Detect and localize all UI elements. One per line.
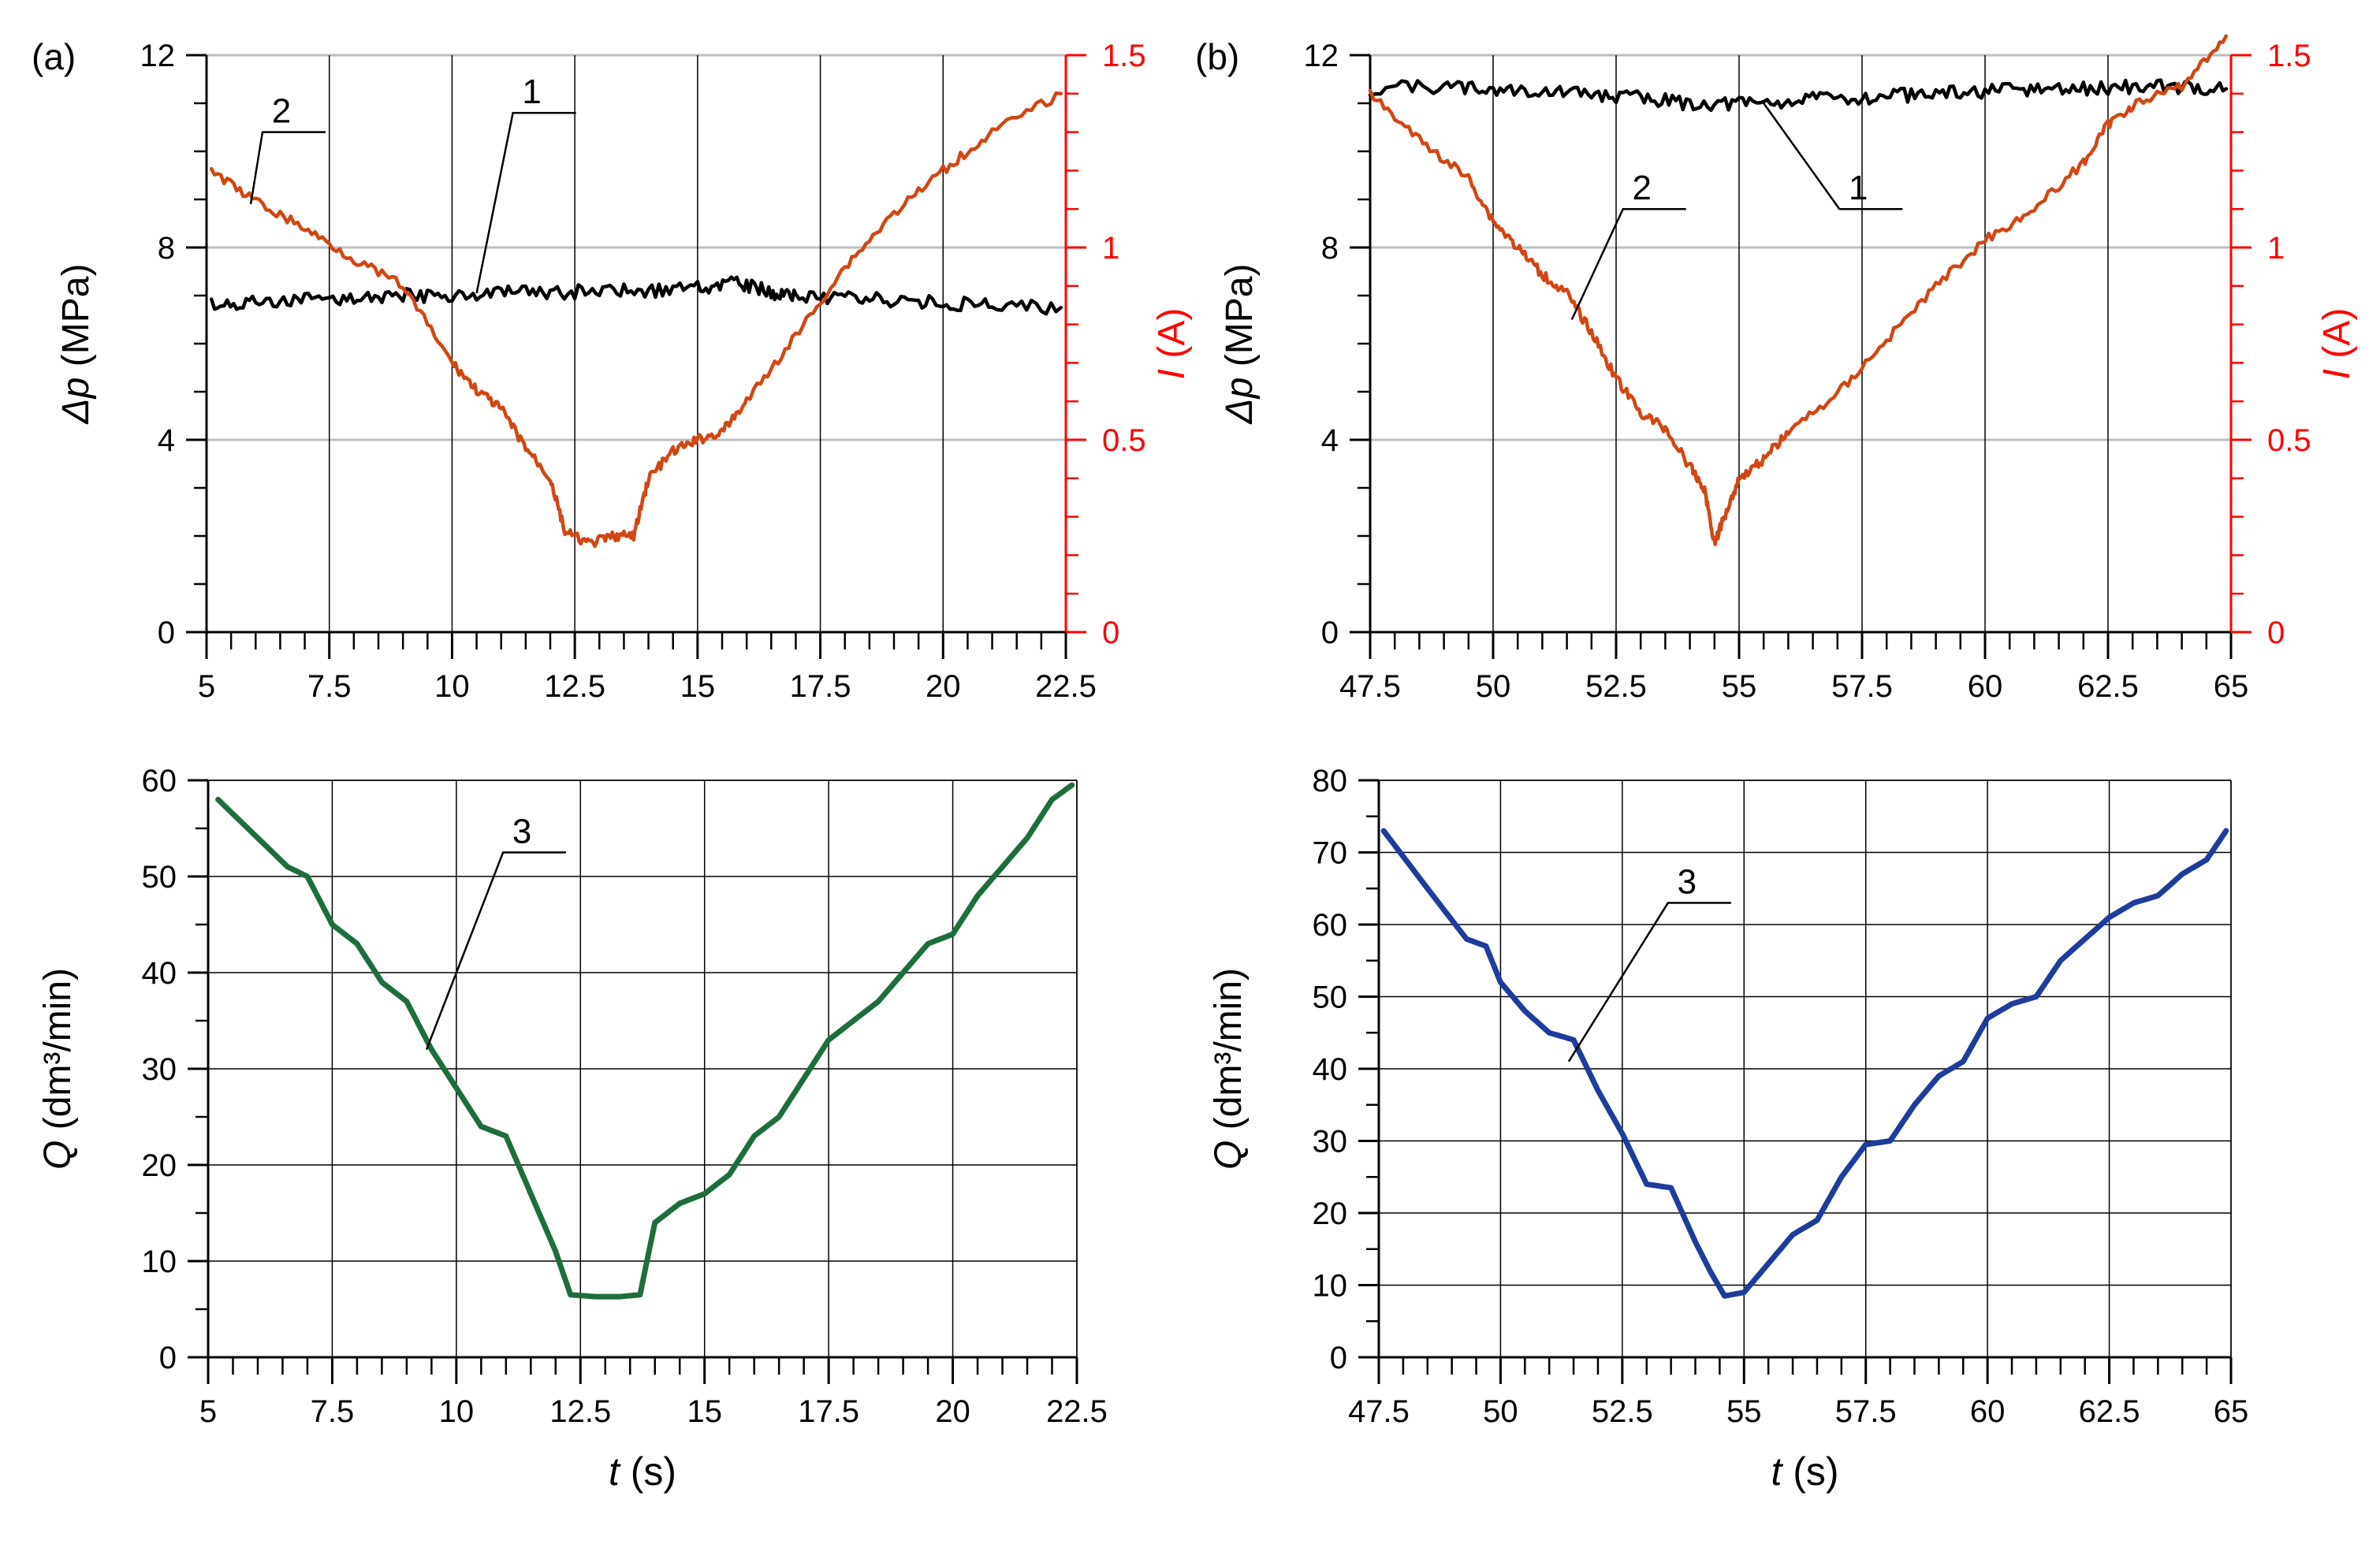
panel-b-bottom-chart: 47.5 50 52.5 55 57.5 60 62.5 65 0 10 20 30 40 50 60 70 8… [1208,764,2248,1494]
chart-b-bottom-y-tick-label: 70 [1313,836,1348,871]
chart-a-bottom-series-3-line [215,782,1075,1300]
chart-a-bottom-y-tick-label: 60 [142,764,177,798]
chart-b-top-y2-axis-label: I (A) [2316,308,2358,380]
chart-b-top-series-1-line [1368,78,2229,113]
chart-b-bottom-x-tick-label: 65 [2214,1394,2249,1429]
chart-a-bottom-y-tick-label: 0 [159,1341,177,1375]
chart-a-top-y2-tick-label: 0.5 [1102,423,1146,458]
chart-b-top-annotation-label: 1 [1849,169,1868,207]
chart-a-bottom-y-axis-label: Q (dm³/min) [37,968,79,1170]
chart-b-bottom-x-tick-label: 47.5 [1348,1394,1410,1429]
chart-b-bottom-y-tick-label: 40 [1313,1052,1348,1087]
chart-b-bottom-y-tick-label: 20 [1313,1196,1348,1231]
chart-b-bottom-x-tick-label: 60 [1970,1394,2006,1429]
chart-a-bottom-x-tick-label: 12.5 [549,1394,611,1429]
chart-a-top-y-tick-label: 12 [140,39,176,73]
chart-b-top-x-tick-label: 65 [2214,669,2249,704]
chart-b-top-y-axis-label: Δp (MPa) [1219,264,1261,425]
chart-b-bottom-y-tick-label: 10 [1313,1269,1348,1304]
chart-b-bottom-x-axis-label: t (s) [1771,1449,1838,1494]
chart-b-top-series-2-line [1368,34,2229,546]
chart-a-top-y-axis-label: Δp (MPa) [55,264,97,425]
chart-a-top-x-tick-label: 5 [198,669,215,704]
chart-a-bottom-y-tick-label: 10 [142,1245,177,1279]
chart-a-top-annotation-label: 2 [272,92,291,131]
chart-a-top-y-tick-label: 0 [158,616,175,650]
chart-a-bottom-x-axis-label: t (s) [609,1449,676,1494]
chart-b-top-y2-tick-label: 1 [2267,231,2285,266]
chart-a-bottom-x-tick-label: 22.5 [1046,1394,1108,1429]
chart-a-bottom-annotation-leader [425,851,567,1051]
chart-a-bottom-x-tick-label: 15 [687,1394,722,1429]
chart-a-bottom-y-tick-label: 30 [142,1052,177,1087]
chart-b-top-annotation-label: 2 [1632,169,1651,207]
chart-b-top-annotation-leader [1763,102,1903,210]
chart-a-top-panel-label: (a) [32,36,76,77]
chart-a-bottom-x-tick-label: 7.5 [311,1394,355,1429]
chart-b-top-x-tick-label: 57.5 [1831,669,1893,704]
chart-b-bottom-y-tick-label: 60 [1313,908,1348,943]
chart-a-top-x-tick-label: 15 [680,669,716,704]
chart-b-top-y2-tick-label: 0.5 [2267,423,2311,458]
chart-b-top-x-tick-label: 52.5 [1585,669,1647,704]
chart-b-bottom-annotation-leader [1567,902,1731,1062]
chart-a-top-y2-tick-label: 1.5 [1102,39,1146,73]
chart-b-bottom-x-tick-label: 57.5 [1835,1394,1897,1429]
chart-b-bottom-y-tick-label: 50 [1313,981,1348,1015]
chart-a-bottom-x-tick-label: 5 [199,1394,217,1429]
chart-b-bottom-y-axis-label: Q (dm³/min) [1208,968,1250,1170]
chart-a-top-x-tick-label: 17.5 [790,669,851,704]
chart-a-bottom-y-tick-label: 50 [142,860,177,895]
chart-b-bottom-x-tick-label: 50 [1483,1394,1518,1429]
chart-a-top-annotation-leader [249,131,326,205]
chart-b-top-y2-tick-label: 0 [2267,616,2285,650]
chart-a-top-x-tick-label: 7.5 [307,669,352,704]
chart-b-top-y-tick-label: 8 [1321,231,1339,266]
chart-b-top-x-tick-label: 60 [1968,669,2003,704]
chart-b-top-y-tick-label: 0 [1321,616,1339,650]
chart-b-top-y-tick-label: 12 [1304,39,1339,73]
chart-a-top-y2-axis-label: I (A) [1151,308,1193,380]
chart-b-top-panel-label: (b) [1195,36,1239,77]
chart-b-bottom-annotation-label: 3 [1678,863,1697,902]
chart-a-top-series-2-line [209,91,1063,549]
chart-b-top-x-tick-label: 47.5 [1339,669,1401,704]
chart-a-top-annotation-leader [475,111,576,294]
chart-a-bottom-x-tick-label: 10 [439,1394,475,1429]
chart-a-top-annotation-label: 1 [522,73,541,111]
chart-b-bottom-x-tick-label: 52.5 [1592,1394,1653,1429]
chart-a-bottom-x-tick-label: 20 [935,1394,970,1429]
chart-a-top-y-tick-label: 4 [158,423,175,458]
chart-a-top-series-1-line [209,275,1063,316]
chart-b-bottom-x-tick-label: 55 [1726,1394,1762,1429]
chart-a-top-x-tick-label: 10 [434,669,470,704]
chart-b-bottom-y-tick-label: 30 [1313,1125,1348,1159]
chart-b-bottom-series-3-line [1380,828,2229,1299]
chart-b-top-y-tick-label: 4 [1321,423,1339,458]
chart-a-bottom-x-tick-label: 17.5 [798,1394,859,1429]
chart-a-bottom-y-tick-label: 40 [142,956,177,991]
chart-b-bottom-x-tick-label: 62.5 [2079,1394,2140,1429]
chart-b-top-x-tick-label: 62.5 [2077,669,2139,704]
chart-a-bottom-y-tick-label: 20 [142,1148,177,1183]
chart-b-bottom-y-tick-label: 0 [1330,1341,1347,1375]
chart-b-bottom-y-tick-label: 80 [1313,764,1348,798]
chart-a-top-y-tick-label: 8 [158,231,175,266]
panel-a-bottom-chart: 5 7.5 10 12.5 15 17.5 20 22.5 0 10 20 30 40 50 60 Q (dm… [37,764,1108,1494]
chart-a-top-x-tick-label: 20 [926,669,961,704]
chart-a-top-y2-tick-label: 0 [1102,616,1119,650]
chart-a-bottom-annotation-label: 3 [512,813,531,851]
chart-b-top-x-tick-label: 55 [1722,669,1757,704]
chart-b-top-y2-tick-label: 1.5 [2267,39,2311,73]
chart-a-top-x-tick-label: 12.5 [544,669,605,704]
chart-b-top-x-tick-label: 50 [1476,669,1511,704]
chart-a-top-x-tick-label: 22.5 [1035,669,1097,704]
chart-a-top-y2-tick-label: 1 [1102,231,1119,266]
chart-b-top-annotation-leader [1570,207,1686,321]
